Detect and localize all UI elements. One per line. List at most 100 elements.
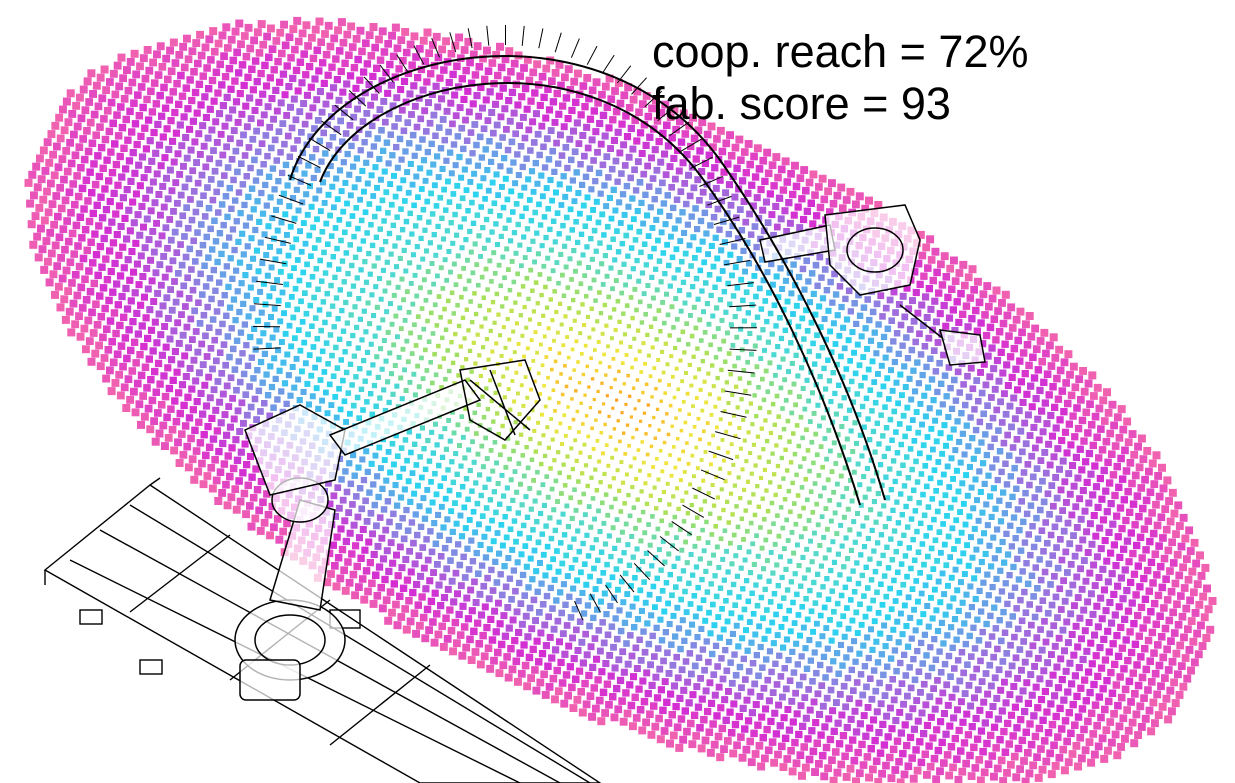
- reach-voxel: [317, 38, 325, 46]
- reach-voxel: [728, 421, 733, 426]
- reach-voxel: [857, 601, 863, 608]
- reach-voxel: [736, 256, 743, 263]
- reach-voxel: [461, 166, 468, 173]
- reach-voxel: [911, 606, 917, 613]
- reach-voxel: [765, 439, 770, 444]
- reach-voxel: [905, 594, 912, 601]
- reach-voxel: [819, 344, 826, 351]
- reach-voxel: [498, 233, 504, 239]
- reach-voxel: [598, 311, 604, 316]
- reach-voxel: [392, 243, 398, 249]
- reach-voxel: [249, 135, 257, 143]
- reach-voxel: [293, 16, 302, 25]
- reach-voxel: [107, 98, 116, 107]
- reach-voxel: [215, 328, 222, 336]
- reach-voxel: [723, 259, 730, 266]
- reach-voxel: [745, 260, 752, 267]
- reach-voxel: [1007, 522, 1014, 529]
- reach-voxel: [328, 63, 336, 71]
- reach-voxel: [151, 199, 159, 207]
- reach-voxel: [606, 533, 612, 539]
- reach-voxel: [175, 220, 183, 228]
- reach-voxel: [922, 293, 930, 301]
- reach-voxel: [28, 170, 37, 179]
- reach-voxel: [774, 393, 780, 399]
- reach-voxel: [521, 403, 526, 408]
- reach-voxel: [1001, 290, 1010, 299]
- reach-voxel: [1034, 654, 1042, 662]
- reach-voxel: [36, 154, 44, 163]
- reach-voxel: [725, 499, 730, 504]
- reach-voxel: [638, 100, 647, 108]
- reach-voxel: [964, 492, 971, 499]
- reach-voxel: [283, 62, 291, 70]
- reach-voxel: [731, 413, 736, 418]
- reach-voxel: [752, 393, 757, 398]
- reach-voxel: [901, 483, 908, 489]
- reach-voxel: [113, 231, 121, 239]
- reach-voxel: [540, 482, 546, 488]
- reach-voxel: [708, 242, 715, 249]
- reach-voxel: [800, 215, 808, 224]
- reach-voxel: [687, 142, 695, 151]
- reach-voxel: [515, 221, 521, 228]
- reach-voxel: [358, 267, 364, 273]
- reach-voxel: [683, 200, 690, 208]
- reach-voxel: [637, 517, 642, 523]
- reach-voxel: [1114, 701, 1122, 710]
- reach-voxel: [588, 186, 595, 193]
- reach-voxel: [644, 112, 653, 121]
- reach-voxel: [223, 312, 230, 319]
- reach-voxel: [705, 421, 710, 425]
- reach-voxel: [1054, 395, 1063, 403]
- reach-voxel: [878, 362, 885, 369]
- reach-voxel: [381, 338, 387, 343]
- reach-voxel: [944, 632, 951, 639]
- reach-voxel: [241, 321, 248, 328]
- reach-voxel: [1072, 622, 1080, 630]
- reach-voxel: [493, 121, 501, 129]
- reach-voxel: [628, 394, 632, 398]
- reach-voxel: [959, 430, 966, 437]
- reach-voxel: [289, 74, 297, 83]
- reach-voxel: [567, 425, 572, 430]
- reach-voxel: [245, 313, 252, 320]
- reach-voxel: [1027, 551, 1034, 559]
- reach-voxel: [321, 249, 327, 256]
- reach-voxel: [1037, 696, 1046, 704]
- reach-voxel: [594, 148, 601, 156]
- reach-voxel: [246, 263, 253, 270]
- reach-voxel: [411, 371, 417, 377]
- reach-voxel: [430, 111, 438, 119]
- reach-voxel: [430, 450, 436, 456]
- reach-voxel: [260, 161, 267, 168]
- reach-voxel: [693, 275, 700, 282]
- reach-voxel: [345, 51, 353, 59]
- reach-voxel: [984, 352, 992, 360]
- reach-voxel: [777, 315, 783, 321]
- reach-voxel: [607, 145, 614, 152]
- reach-voxel: [965, 443, 972, 450]
- reach-voxel: [564, 214, 570, 221]
- reach-voxel: [1056, 366, 1065, 375]
- reach-voxel: [1130, 620, 1138, 628]
- reach-voxel: [195, 299, 202, 306]
- reach-voxel: [1131, 471, 1140, 480]
- reach-voxel: [369, 23, 378, 31]
- reach-voxel: [202, 113, 210, 121]
- reach-voxel: [1115, 434, 1124, 442]
- reach-voxel: [610, 136, 618, 144]
- reach-voxel: [626, 493, 631, 498]
- reach-voxel: [636, 228, 643, 235]
- reach-voxel: [987, 682, 995, 690]
- reach-voxel: [1023, 390, 1031, 398]
- reach-voxel: [711, 433, 715, 438]
- reach-voxel: [1086, 400, 1094, 408]
- reach-voxel: [198, 340, 206, 348]
- reach-voxel: [735, 524, 741, 530]
- reach-voxel: [214, 89, 222, 97]
- reach-voxel: [90, 279, 98, 288]
- reach-voxel: [966, 294, 975, 302]
- reach-voxel: [1120, 665, 1128, 673]
- reach-voxel: [877, 342, 884, 349]
